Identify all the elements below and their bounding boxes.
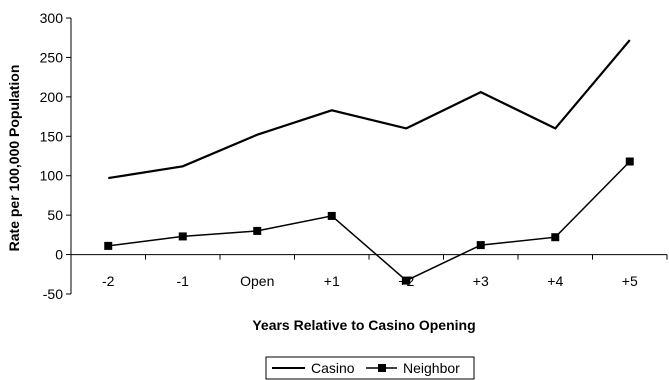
y-tick-label: 200 [40, 89, 64, 105]
y-tick-label: 0 [55, 247, 63, 263]
y-axis-title: Rate per 100,000 Population [6, 65, 22, 252]
data-point-neighbor [327, 211, 336, 220]
x-axis-title: Years Relative to Casino Opening [252, 317, 475, 333]
series-line-neighbor [108, 160, 631, 282]
y-axis: -50 0 50 100 150 200 250 300 [40, 10, 72, 302]
data-point-neighbor [476, 241, 485, 250]
y-tick-label: 150 [40, 128, 64, 144]
data-point-neighbor [104, 241, 113, 250]
x-tick-label: +5 [622, 273, 638, 289]
series-line-casino [108, 39, 631, 180]
y-tick-label: 300 [40, 10, 64, 26]
legend: Casino Neighbor [265, 356, 475, 380]
data-point-neighbor [625, 157, 634, 166]
legend-neighbor-label: Neighbor [403, 360, 460, 376]
data-point-neighbor [253, 226, 262, 235]
series-layer [104, 39, 634, 285]
x-tick-label: -1 [177, 273, 190, 289]
x-tick-label: -2 [102, 273, 115, 289]
y-tick-label: -50 [43, 286, 63, 302]
y-tick-label: 250 [40, 49, 64, 65]
legend-neighbor-marker [378, 364, 386, 372]
x-tick-label: +4 [547, 273, 563, 289]
legend-casino-label: Casino [311, 360, 355, 376]
y-tick-label: 100 [40, 168, 64, 184]
data-point-neighbor [402, 276, 411, 285]
x-tick-label: +3 [473, 273, 489, 289]
data-point-neighbor [178, 232, 187, 241]
x-tick-label: Open [240, 273, 274, 289]
x-tick-label: +1 [324, 273, 340, 289]
y-tick-label: 50 [47, 207, 63, 223]
data-point-neighbor [551, 233, 560, 242]
